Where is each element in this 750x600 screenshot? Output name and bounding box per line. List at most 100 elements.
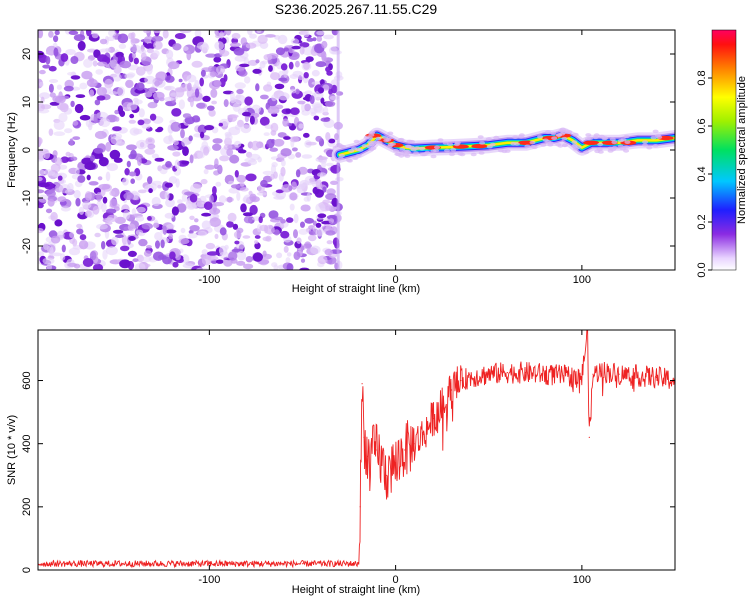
noise-blob [42,64,51,69]
noise-blob [146,245,152,249]
signal-fuzz [442,141,449,145]
spectrogram-x-tick-label: 100 [573,274,591,286]
noise-blob [129,44,142,53]
noise-blob [194,88,200,98]
noise-blob [176,203,187,213]
snr-point [423,433,425,435]
snr-y-label: SNR (10 * v/v) [6,415,18,485]
noise-blob [96,95,106,101]
snr-point [592,373,594,375]
signal-fuzz [351,146,358,151]
noise-blob [239,187,249,192]
noise-blob [75,167,80,176]
noise-blob [101,240,106,250]
snr-x-tick-label: 0 [393,574,399,586]
noise-blob [133,128,143,135]
spectrogram-y-tick-label: -20 [21,238,33,254]
noise-blob [236,191,241,201]
signal-hotspot [471,144,488,149]
noise-blob [273,229,280,236]
noise-blob [77,40,86,51]
noise-blob [178,78,183,83]
noise-blob [212,203,217,213]
snr-point [469,376,471,378]
noise-blob [252,68,262,74]
noise-blob [260,94,269,100]
noise-blob [70,75,81,80]
noise-blob [236,174,247,183]
signal-fuzz [419,146,425,151]
signal-fuzz [478,151,485,155]
noise-blob [280,166,286,177]
noise-blob [81,157,94,165]
noise-blob [105,217,115,223]
noise-blob [329,46,338,55]
noise-blob [149,113,157,121]
noise-blob [311,81,322,86]
noise-blob [326,214,338,220]
noise-blob [322,199,331,204]
noise-blob [48,79,59,83]
noise-blob [153,222,160,228]
noise-blob [268,65,273,72]
noise-blob [277,34,288,45]
noise-blob [147,143,156,150]
noise-blob [223,99,229,108]
noise-blob [243,215,253,224]
noise-blob [81,70,93,80]
noise-blob [322,84,330,91]
noise-blob [227,212,237,222]
noise-blob [219,155,230,162]
noise-blob [101,202,107,213]
noise-blob [180,128,185,139]
noise-blob [262,250,267,257]
noise-blob [300,221,305,228]
colorbar-tick-label: 0.2 [696,214,708,229]
noise-blob [95,69,103,75]
noise-blob [300,258,306,263]
noise-blob [79,82,88,90]
noise-blob [105,141,112,152]
noise-blob [61,244,66,253]
noise-blob [259,116,270,126]
noise-blob [238,70,248,77]
noise-blob [305,141,317,146]
colorbar-tick-label: 0.0 [696,262,708,277]
noise-blob [152,50,160,58]
noise-blob [144,75,156,85]
signal-fuzz [352,156,359,160]
noise-blob [289,203,295,211]
noise-blob [93,113,98,124]
noise-blob [164,191,170,201]
noise-blob [53,47,59,57]
noise-blob [138,108,145,118]
noise-blob [282,118,289,127]
noise-blob [65,151,71,157]
noise-blob [168,176,178,184]
noise-blob [273,195,285,200]
signal-fuzz [545,130,552,134]
signal-fuzz [623,145,630,149]
noise-blob [200,69,206,77]
noise-blob [96,87,108,96]
signal-fuzz [607,146,614,151]
snr-point [376,449,378,451]
noise-blob [38,169,46,176]
noise-blob [138,238,148,247]
noise-blob [153,251,164,261]
signal-fuzz [337,144,344,149]
noise-blob [229,42,241,48]
noise-blob [83,58,93,68]
noise-blob [166,224,175,229]
noise-blob [39,69,46,75]
signal-fuzz [370,146,377,151]
noise-blob [202,95,211,102]
noise-blob [290,107,300,115]
noise-blob [273,138,285,147]
noise-blob [73,263,81,269]
noise-blob [141,123,151,129]
noise-blob [172,43,182,51]
noise-blob [307,234,317,242]
snr-point [301,563,304,565]
snr-x-label: Height of straight line (km) [292,584,420,596]
